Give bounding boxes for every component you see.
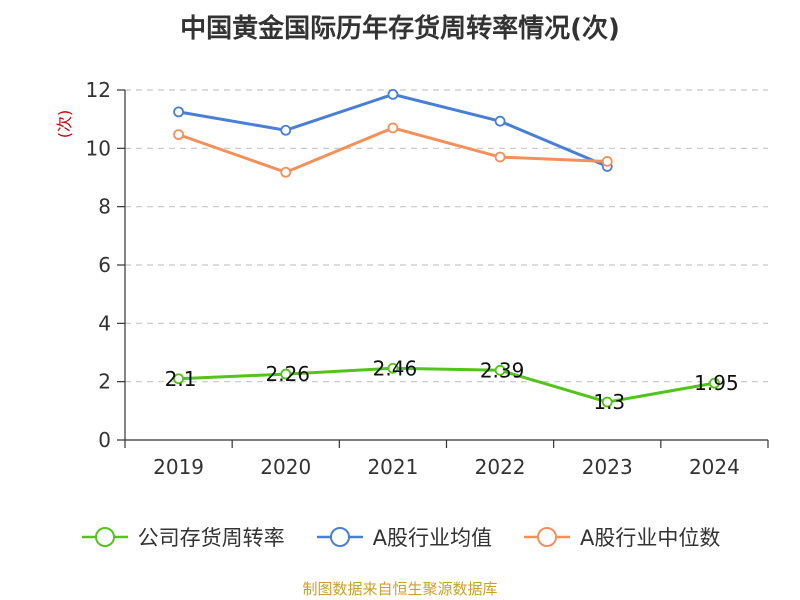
legend-item-1[interactable]: A股行业均值 (315, 522, 492, 552)
series-1-point-3[interactable] (494, 115, 506, 127)
series-0-point-5[interactable] (709, 377, 720, 389)
series-lines (173, 88, 720, 408)
y-tick-label-6: 6 (98, 253, 111, 277)
legend-swatch-icon (316, 527, 363, 547)
series-2-point-4[interactable] (601, 156, 613, 167)
x-tick-label-2020: 2020 (260, 455, 311, 479)
series-0-point-1[interactable] (280, 368, 292, 380)
legend-swatch-icon (524, 527, 570, 547)
source-note: 制图数据来自恒生聚源数据库 (302, 580, 498, 598)
data-label-2019: 2.1 (165, 367, 197, 391)
series-1-point-1[interactable] (280, 124, 292, 136)
data-label-2020: 2.26 (265, 362, 310, 386)
series-0-point-2[interactable] (387, 362, 399, 374)
axes: 0 2 4 6 8 10 12 2019 2020 2021 2022 2023 2024 (86, 78, 769, 479)
series-2-point-2[interactable] (387, 122, 399, 134)
series-1-point-0[interactable] (173, 106, 184, 118)
legend: 公司存货周转率 A股行业均值 A股行业中位数 (0, 522, 800, 552)
series-2-point-0[interactable] (173, 129, 184, 141)
legend-label: A股行业中位数 (580, 526, 721, 550)
y-tick-label-2: 2 (98, 370, 111, 394)
x-tick-label-2019: 2019 (153, 455, 204, 479)
y-tick-label-0: 0 (98, 428, 111, 452)
series-1-point-2[interactable] (387, 88, 399, 100)
y-tick-label-12: 12 (86, 78, 111, 102)
legend-label: 公司存货周转率 (137, 526, 285, 550)
series-line-0 (178, 366, 715, 404)
x-tick-label-2022: 2022 (475, 455, 526, 479)
data-label-2022: 2.39 (480, 358, 525, 382)
legend-swatch-icon (81, 527, 128, 547)
legend-item-0[interactable]: 公司存货周转率 (80, 522, 285, 552)
x-tick-label-2023: 2023 (582, 455, 633, 479)
data-label-2024: 1.95 (694, 371, 739, 395)
data-label-2023: 1.3 (593, 390, 625, 414)
series-0-point-0[interactable] (173, 373, 184, 385)
legend-label: A股行业均值 (372, 526, 492, 550)
series-2-point-1[interactable] (280, 166, 292, 178)
series-2-point-3[interactable] (494, 151, 506, 163)
y-tick-label-4: 4 (98, 311, 111, 335)
legend-item-2[interactable]: A股行业中位数 (522, 522, 720, 552)
series-0-point-4[interactable] (601, 396, 613, 408)
x-tick-label-2024: 2024 (689, 455, 740, 479)
grid-lines (125, 89, 768, 383)
series-line-2 (178, 126, 608, 174)
data-labels: 2.1 2.26 2.46 2.39 1.3 1.95 (165, 356, 739, 414)
chart-title: 中国黄金国际历年存货周转率情况(次) (180, 14, 620, 44)
data-label-2021: 2.46 (373, 356, 418, 380)
x-tick-label-2021: 2021 (367, 455, 418, 479)
y-tick-label-8: 8 (98, 195, 111, 219)
y-axis-unit-label: (次) (55, 110, 74, 139)
y-tick-label-10: 10 (86, 136, 111, 160)
series-0-point-3[interactable] (494, 364, 506, 376)
